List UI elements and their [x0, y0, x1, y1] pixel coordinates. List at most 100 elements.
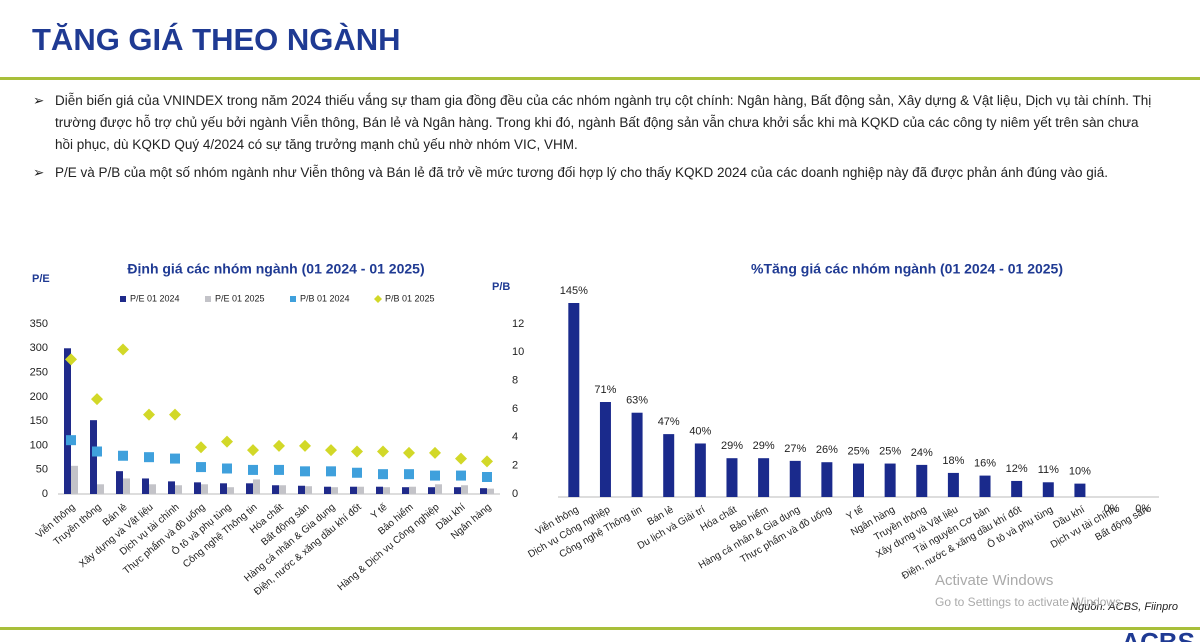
watermark: Go to Settings to activate Windows: [935, 595, 1121, 609]
data-label: 11%: [1038, 464, 1059, 476]
bar: [357, 486, 364, 494]
y-tick-label: 50: [36, 464, 48, 476]
marker: [221, 435, 233, 448]
y-tick-label: 100: [30, 439, 48, 451]
bar: [246, 483, 253, 494]
bottom-rule: [0, 627, 1200, 630]
bar: [853, 463, 864, 497]
legend-label: P/E 01 2025: [215, 293, 265, 303]
marker: [403, 446, 415, 459]
bar: [694, 443, 706, 497]
bar: [947, 472, 959, 497]
data-label: 47%: [658, 416, 680, 428]
marker: [326, 466, 336, 477]
y2-axis-label: P/B: [492, 281, 510, 293]
x-tick-label: Y tế: [368, 501, 390, 522]
y2-tick-label: 4: [512, 431, 518, 443]
bar: [916, 464, 928, 497]
bar: [116, 471, 123, 494]
bar: [97, 484, 104, 494]
data-label: 29%: [753, 440, 775, 452]
bar: [123, 478, 130, 494]
marker: [430, 470, 440, 481]
y-tick-label: 0: [42, 488, 48, 500]
marker: [273, 439, 285, 452]
marker: [455, 452, 467, 465]
bar: [253, 479, 260, 494]
bar: [350, 486, 357, 494]
data-label: 0%: [1104, 503, 1120, 515]
data-label: 16%: [974, 457, 996, 469]
bar: [435, 484, 442, 494]
bar: [142, 478, 149, 494]
bar: [461, 485, 468, 494]
bar: [201, 484, 208, 494]
top-rule: [0, 77, 1200, 80]
legend-swatch: [290, 296, 296, 302]
bar: [272, 485, 279, 494]
source: Nguồn: ACBS, Fiinpro: [1070, 601, 1178, 613]
bullet-text: Diễn biến giá của VNINDEX trong năm 2024…: [55, 93, 1152, 152]
y-tick-label: 200: [30, 391, 48, 403]
marker: [195, 441, 207, 454]
marker: [247, 444, 259, 457]
marker: [352, 467, 362, 478]
bar: [568, 303, 580, 497]
bar: [149, 484, 156, 494]
data-label: 12%: [1006, 463, 1028, 475]
bar: [376, 486, 383, 494]
data-label: 40%: [689, 425, 711, 437]
marker: [170, 453, 180, 464]
bar: [480, 488, 487, 494]
bar: [168, 481, 175, 494]
marker: [143, 408, 155, 421]
marker: [456, 470, 466, 481]
bar: [1074, 483, 1086, 497]
marker: [66, 435, 76, 446]
x-tick-label: Y tế: [844, 503, 866, 522]
bar: [402, 487, 409, 494]
bar: [884, 463, 896, 497]
bar: [1042, 482, 1054, 497]
y2-tick-label: 12: [512, 318, 524, 330]
bar: [631, 412, 643, 497]
bar: [175, 485, 182, 494]
marker: [377, 445, 389, 458]
legend-label: P/B 01 2024: [300, 293, 350, 303]
y2-tick-label: 10: [512, 346, 524, 358]
data-label: 71%: [594, 384, 616, 396]
chart-title: Định giá các nhóm ngành (01 2024 - 01 20…: [127, 261, 424, 277]
legend-swatch: [205, 296, 211, 302]
legend-label: P/B 01 2025: [385, 293, 435, 303]
bullet: ➢ P/E và P/B của một số nhóm ngành như Vi…: [33, 162, 1153, 184]
marker: [429, 446, 441, 459]
data-label: 145%: [560, 285, 588, 297]
marker: [300, 466, 310, 477]
bar: [663, 434, 675, 497]
data-label: 10%: [1069, 466, 1091, 478]
bar: [454, 487, 461, 494]
bar: [227, 487, 234, 494]
bar: [279, 485, 286, 494]
y-tick-label: 300: [30, 342, 48, 354]
marker: [118, 450, 128, 461]
slide-title: TĂNG GIÁ THEO NGÀNH: [32, 22, 401, 57]
marker: [144, 452, 154, 463]
bullet-text: P/E và P/B của một số nhóm ngành như Viễ…: [55, 165, 1108, 180]
bar: [90, 420, 97, 494]
bar: [487, 488, 494, 494]
bar: [1011, 480, 1023, 497]
bar: [298, 485, 305, 494]
marker: [91, 393, 103, 406]
logo: ACBS: [1121, 627, 1195, 642]
y2-tick-label: 8: [512, 375, 518, 387]
data-label: 63%: [626, 395, 648, 407]
y2-tick-label: 2: [512, 460, 518, 472]
bar: [726, 458, 738, 497]
data-label: 26%: [816, 444, 838, 456]
marker: [351, 445, 363, 458]
bar: [64, 348, 71, 494]
marker: [248, 464, 258, 475]
data-label: 18%: [942, 455, 964, 467]
